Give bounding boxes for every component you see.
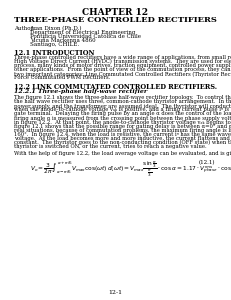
- Text: thyristor is switched ON, or the current, tries to reach a negative value.: thyristor is switched ON, or the current…: [14, 144, 207, 149]
- Text: gate terminal.  Delaying the firing pulse by an angle α does the control of the : gate terminal. Delaying the firing pulse…: [14, 112, 231, 116]
- Text: Author :: Author :: [14, 26, 37, 31]
- Text: THREE-PHASE CONTROLLED RECTIFIERS: THREE-PHASE CONTROLLED RECTIFIERS: [14, 16, 216, 24]
- Text: High Voltage Direct Current (HVDC) transmission systems.  They are used for elec: High Voltage Direct Current (HVDC) trans…: [14, 59, 231, 64]
- Text: Force Commutated PWM Rectifiers.: Force Commutated PWM Rectifiers.: [14, 76, 110, 80]
- Text: 12.2.1 Three-phase half-wave rectifier: 12.2.1 Three-phase half-wave rectifier: [14, 89, 147, 94]
- Text: when the anode-to-cathode voltage vₐₖ is positive, and a firing current pulse iᵍ: when the anode-to-cathode voltage vₐₖ is…: [14, 107, 231, 112]
- Text: firing angle α is measured from the crossing point between the phase supply volt: firing angle α is measured from the cros…: [14, 116, 231, 121]
- Text: other applications.  From the point of view of the commutation process, they can: other applications. From the point of vi…: [14, 67, 231, 72]
- Text: Juan Dixon (Ph.D.): Juan Dixon (Ph.D.): [30, 26, 82, 31]
- Text: 12-1: 12-1: [108, 290, 122, 295]
- Text: With the help of figure 12.2, the load average voltage can be evaluated, and is : With the help of figure 12.2, the load a…: [14, 151, 231, 156]
- Text: the half wave rectifier uses three, common-cathode thyristor arrangement.  In th: the half wave rectifier uses three, comm…: [14, 99, 231, 104]
- Text: real situations, because of commutation problems, the maximum firing angle is li: real situations, because of commutation …: [14, 128, 231, 133]
- Text: voltage.  As the load becomes more and more inductive, the current flattens and : voltage. As the load becomes more and mo…: [14, 136, 231, 141]
- Text: in figure 12.2.  At that point, the anode-to-cathode thyristor voltage vₐₖ begin: in figure 12.2. At that point, the anode…: [14, 120, 231, 125]
- Text: Vicuña Mackenna 4860: Vicuña Mackenna 4860: [30, 38, 96, 43]
- Text: two important categories: Line Commutated Controlled Rectifiers (Thyristor Recti: two important categories: Line Commutate…: [14, 71, 231, 77]
- Text: constant.  The thyristor goes to the non-conducting condition (OFF state) when t: constant. The thyristor goes to the non-…: [14, 140, 231, 145]
- Text: Pontificia Universidad Católica de Chile: Pontificia Universidad Católica de Chile: [30, 34, 141, 39]
- Text: figure 12.1 shows that the possible range for gating delay is between α=0° and α: figure 12.1 shows that the possible rang…: [14, 124, 231, 129]
- Text: CHAPTER 12: CHAPTER 12: [82, 8, 148, 17]
- Text: power supply, and the transformer are assumed ideal.  The thyristor will conduct: power supply, and the transformer are as…: [14, 103, 231, 109]
- Text: 160°.  In figure 12.4, when the load is resistive, the current iᵍ has the same w: 160°. In figure 12.4, when the load is r…: [14, 132, 231, 137]
- Text: The figure 12.1 shows the three-phase half-wave rectifier topology.  To control : The figure 12.1 shows the three-phase ha…: [14, 95, 231, 100]
- Text: Department of Electrical Engineering: Department of Electrical Engineering: [30, 30, 135, 35]
- Text: Three-phase controlled rectifiers have a wide range of applications, from small : Three-phase controlled rectifiers have a…: [14, 55, 231, 60]
- Text: $V_o = \dfrac{3}{2\pi}\int_{\alpha-\pi/6}^{\alpha+\pi/6}V_{max}\cos(\omega t)\,d: $V_o = \dfrac{3}{2\pi}\int_{\alpha-\pi/6…: [30, 160, 231, 179]
- Text: 12.1 INTRODUCTION: 12.1 INTRODUCTION: [14, 49, 94, 57]
- Text: (12.1): (12.1): [198, 160, 215, 165]
- Text: process, many kinds of motor drives, traction equipment, controlled power suppli: process, many kinds of motor drives, tra…: [14, 63, 231, 68]
- Text: Santiago, CHILE.: Santiago, CHILE.: [30, 42, 79, 47]
- Text: 12.2 LINK COMMUTATED CONTROLLED RECTIFIERS.: 12.2 LINK COMMUTATED CONTROLLED RECTIFIE…: [14, 82, 217, 91]
